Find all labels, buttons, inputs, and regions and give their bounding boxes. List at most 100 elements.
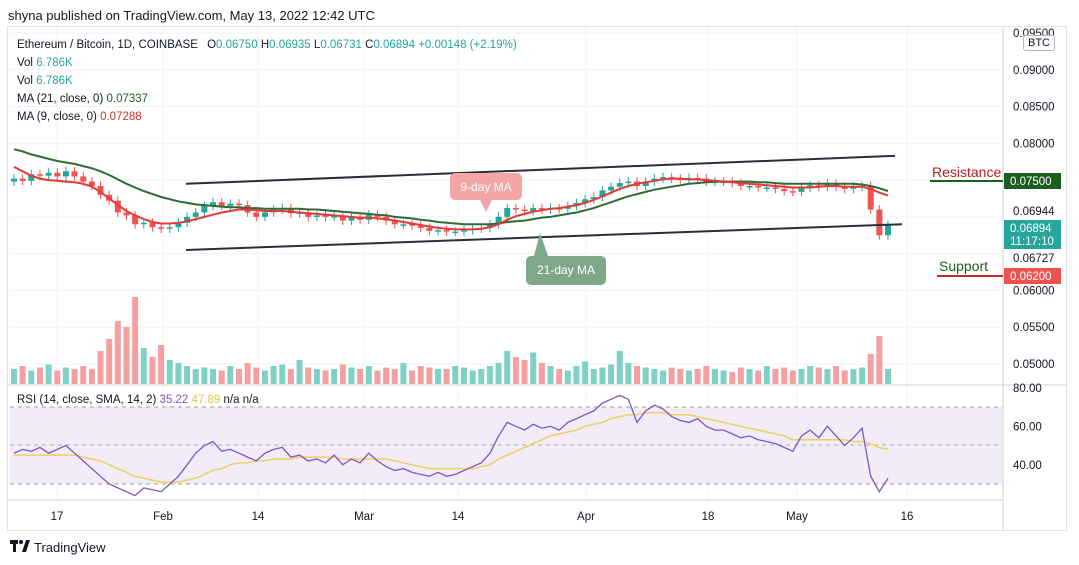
volume-bar: [885, 369, 891, 384]
candle-body: [616, 183, 623, 187]
candle-body: [201, 205, 208, 213]
resistance-price-box: [1004, 173, 1061, 189]
time-tick: Feb: [153, 511, 173, 523]
volume-bar: [850, 369, 857, 384]
candle-body: [140, 222, 147, 225]
volume-bar: [720, 370, 727, 384]
volume-bar: [244, 363, 251, 384]
volume-bar: [11, 369, 17, 384]
volume-bar: [123, 327, 130, 384]
candle-body: [123, 212, 130, 216]
currency-badge[interactable]: BTC: [1023, 35, 1055, 51]
publish-header: shyna published on TradingView.com, May …: [8, 8, 375, 23]
candle-body: [512, 208, 519, 210]
volume-bar: [789, 370, 796, 384]
candle-body: [660, 177, 667, 179]
support-price: 0.06200: [1010, 271, 1052, 283]
candle-body: [114, 200, 121, 213]
volume-bar: [210, 369, 217, 384]
price-tick: 0.06000: [1013, 285, 1055, 297]
legend-ma21-value: 0.07337: [106, 93, 149, 105]
candle-body: [149, 222, 156, 228]
volume-bar: [677, 369, 684, 384]
candle-body: [166, 227, 173, 229]
price-tick: 0.08000: [1013, 138, 1055, 150]
candle-body: [495, 216, 502, 225]
candle-body: [538, 208, 545, 210]
time-axis: 17 Feb 14 Mar 14 Apr 18 May 16: [51, 511, 914, 523]
ma9-tag: 9-day MA: [450, 173, 522, 212]
footer-brand[interactable]: TradingView: [34, 540, 106, 555]
legend-symbol[interactable]: Ethereum / Bitcoin, 1D, COINBASE: [17, 39, 198, 51]
time-tick: Mar: [354, 511, 374, 523]
volume-bar: [625, 363, 632, 384]
moving-averages: [13, 148, 889, 231]
candle-body: [530, 208, 537, 212]
legend-open: 0.06750: [216, 39, 258, 51]
volume-bar: [261, 370, 268, 384]
volume-bar: [365, 366, 372, 384]
volume-bar: [97, 351, 104, 384]
legend-low-label: L: [313, 39, 321, 51]
volume-bar: [599, 367, 606, 384]
candle-body: [781, 188, 788, 192]
volume-bar: [192, 369, 199, 384]
volume-bar: [88, 369, 95, 384]
ma21-tag-label: 21-day MA: [537, 263, 595, 277]
legend-vol2-label[interactable]: Vol: [17, 75, 33, 87]
rsi-line: [13, 394, 889, 497]
volume-bar: [166, 360, 173, 384]
rsi-tick: 60.00: [1013, 421, 1042, 433]
volume-bar: [132, 297, 139, 384]
volume-bar: [876, 336, 883, 384]
candle-body: [184, 216, 191, 223]
candle-body: [798, 187, 805, 192]
volume-bar: [668, 367, 675, 384]
legend-vol-row: Vol 6.786K: [17, 54, 517, 72]
candle-body: [772, 187, 779, 189]
volume-bar: [538, 363, 545, 384]
tradingview-logo-icon[interactable]: [10, 540, 30, 555]
legend-ma9-label[interactable]: MA (9, close, 0): [17, 111, 97, 123]
candle-body: [80, 176, 87, 182]
rsi-lines: [13, 394, 889, 497]
rsi-legend-label[interactable]: RSI (14, close, SMA, 14, 2): [17, 394, 157, 406]
candle-body: [374, 214, 381, 217]
candle-body: [876, 209, 883, 236]
footer: TradingView: [10, 540, 106, 555]
volume-bar: [608, 364, 615, 384]
volume-bar: [296, 360, 303, 384]
volume-bar: [495, 363, 502, 384]
candle-body: [54, 172, 61, 177]
ma9-line: [13, 166, 889, 231]
current-price: 0.06894: [1010, 223, 1052, 235]
candle-body: [357, 217, 364, 220]
ma21-tag: 21-day MA: [526, 233, 606, 285]
legend-vol2-row: Vol 6.786K: [17, 72, 517, 90]
candle-body: [322, 215, 329, 217]
volume-bar: [184, 366, 191, 384]
support-label: Support: [939, 258, 988, 274]
candle-body: [452, 231, 459, 234]
legend-vol-value: 6.786K: [36, 57, 73, 69]
volume-bar: [357, 369, 364, 384]
volume-bar: [348, 367, 355, 384]
candle-body: [19, 178, 26, 181]
legend-vol-label[interactable]: Vol: [17, 57, 33, 69]
volume-bar: [270, 366, 277, 384]
price-tick: 0.08500: [1013, 102, 1055, 114]
price-axis: 0.095000.090000.085000.080000.060000.055…: [1013, 28, 1055, 371]
volume-bar: [201, 367, 208, 384]
candle-body: [88, 181, 95, 186]
volume-bar: [452, 366, 459, 384]
legend-ma9-row: MA (9, close, 0) 0.07288: [17, 108, 517, 126]
candle-body: [435, 230, 442, 232]
volume-bar: [824, 369, 831, 384]
candle-body: [443, 230, 450, 232]
legend-ma21-label[interactable]: MA (21, close, 0): [17, 93, 104, 105]
rsi-legend-value: 35.22: [159, 394, 189, 406]
volume-bar: [313, 369, 320, 384]
volume-bar: [815, 367, 822, 384]
ma9-tag-label: 9-day MA: [460, 180, 511, 194]
